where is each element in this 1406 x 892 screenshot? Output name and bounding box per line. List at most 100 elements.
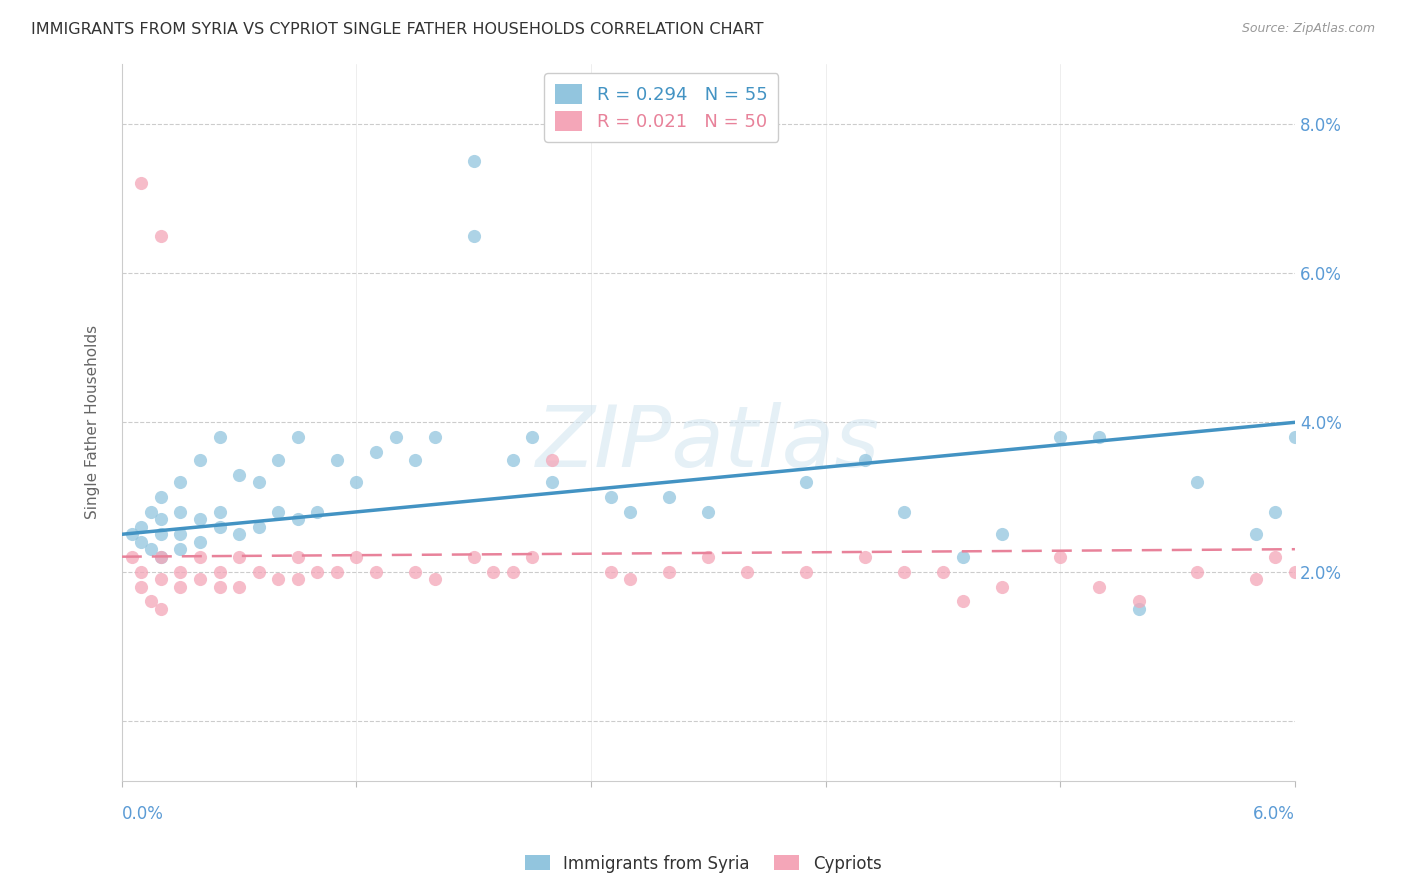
Point [188, 572, 211, 586]
Point [502, 452, 524, 467]
Point [131, 580, 153, 594]
Point [228, 580, 250, 594]
Point [267, 572, 290, 586]
Text: ZIPatlas: ZIPatlas [536, 402, 880, 485]
Point [141, 594, 163, 608]
Point [1088, 580, 1111, 594]
Point [188, 452, 211, 467]
Point [697, 505, 720, 519]
Point [121, 549, 143, 564]
Point [228, 527, 250, 541]
Point [1049, 430, 1071, 444]
Point [658, 490, 681, 504]
Point [1088, 430, 1111, 444]
Point [404, 452, 426, 467]
Point [121, 527, 143, 541]
Point [149, 572, 172, 586]
Point [1264, 505, 1286, 519]
Point [247, 475, 270, 489]
Point [502, 565, 524, 579]
Point [463, 549, 485, 564]
Point [287, 512, 309, 526]
Point [287, 549, 309, 564]
Point [737, 565, 759, 579]
Point [1185, 475, 1208, 489]
Point [228, 467, 250, 482]
Point [131, 520, 153, 534]
Point [384, 430, 406, 444]
Point [287, 430, 309, 444]
Point [188, 549, 211, 564]
Text: 6.0%: 6.0% [1253, 805, 1295, 823]
Point [149, 549, 172, 564]
Point [208, 430, 231, 444]
Point [541, 452, 564, 467]
Point [1128, 594, 1150, 608]
Point [1185, 565, 1208, 579]
Text: 0.0%: 0.0% [122, 805, 163, 823]
Point [404, 565, 426, 579]
Point [423, 430, 446, 444]
Point [267, 452, 290, 467]
Point [131, 534, 153, 549]
Point [169, 475, 191, 489]
Point [131, 565, 153, 579]
Point [149, 512, 172, 526]
Point [326, 565, 349, 579]
Point [307, 505, 329, 519]
Point [346, 549, 368, 564]
Point [1284, 565, 1306, 579]
Point [522, 549, 544, 564]
Point [794, 475, 817, 489]
Point [149, 490, 172, 504]
Point [169, 565, 191, 579]
Point [364, 445, 387, 459]
Point [463, 228, 485, 243]
Point [893, 565, 915, 579]
Point [208, 565, 231, 579]
Point [169, 542, 191, 557]
Point [853, 452, 876, 467]
Y-axis label: Single Father Households: Single Father Households [86, 326, 100, 519]
Point [169, 527, 191, 541]
Point [149, 549, 172, 564]
Point [149, 527, 172, 541]
Point [208, 580, 231, 594]
Point [1244, 572, 1267, 586]
Point [287, 572, 309, 586]
Point [893, 505, 915, 519]
Point [247, 520, 270, 534]
Point [990, 580, 1012, 594]
Point [482, 565, 505, 579]
Point [141, 542, 163, 557]
Point [169, 505, 191, 519]
Point [169, 580, 191, 594]
Point [131, 177, 153, 191]
Point [599, 490, 621, 504]
Point [364, 565, 387, 579]
Point [141, 505, 163, 519]
Legend: R = 0.294   N = 55, R = 0.021   N = 50: R = 0.294 N = 55, R = 0.021 N = 50 [544, 73, 779, 142]
Point [794, 565, 817, 579]
Point [188, 534, 211, 549]
Point [1128, 602, 1150, 616]
Point [149, 228, 172, 243]
Point [1264, 549, 1286, 564]
Point [188, 512, 211, 526]
Point [1049, 549, 1071, 564]
Legend: Immigrants from Syria, Cypriots: Immigrants from Syria, Cypriots [517, 848, 889, 880]
Text: IMMIGRANTS FROM SYRIA VS CYPRIOT SINGLE FATHER HOUSEHOLDS CORRELATION CHART: IMMIGRANTS FROM SYRIA VS CYPRIOT SINGLE … [31, 22, 763, 37]
Point [247, 565, 270, 579]
Text: Source: ZipAtlas.com: Source: ZipAtlas.com [1241, 22, 1375, 36]
Point [541, 475, 564, 489]
Point [522, 430, 544, 444]
Point [423, 572, 446, 586]
Point [149, 602, 172, 616]
Point [346, 475, 368, 489]
Point [932, 565, 955, 579]
Point [228, 549, 250, 564]
Point [952, 549, 974, 564]
Point [952, 594, 974, 608]
Point [463, 154, 485, 169]
Point [208, 520, 231, 534]
